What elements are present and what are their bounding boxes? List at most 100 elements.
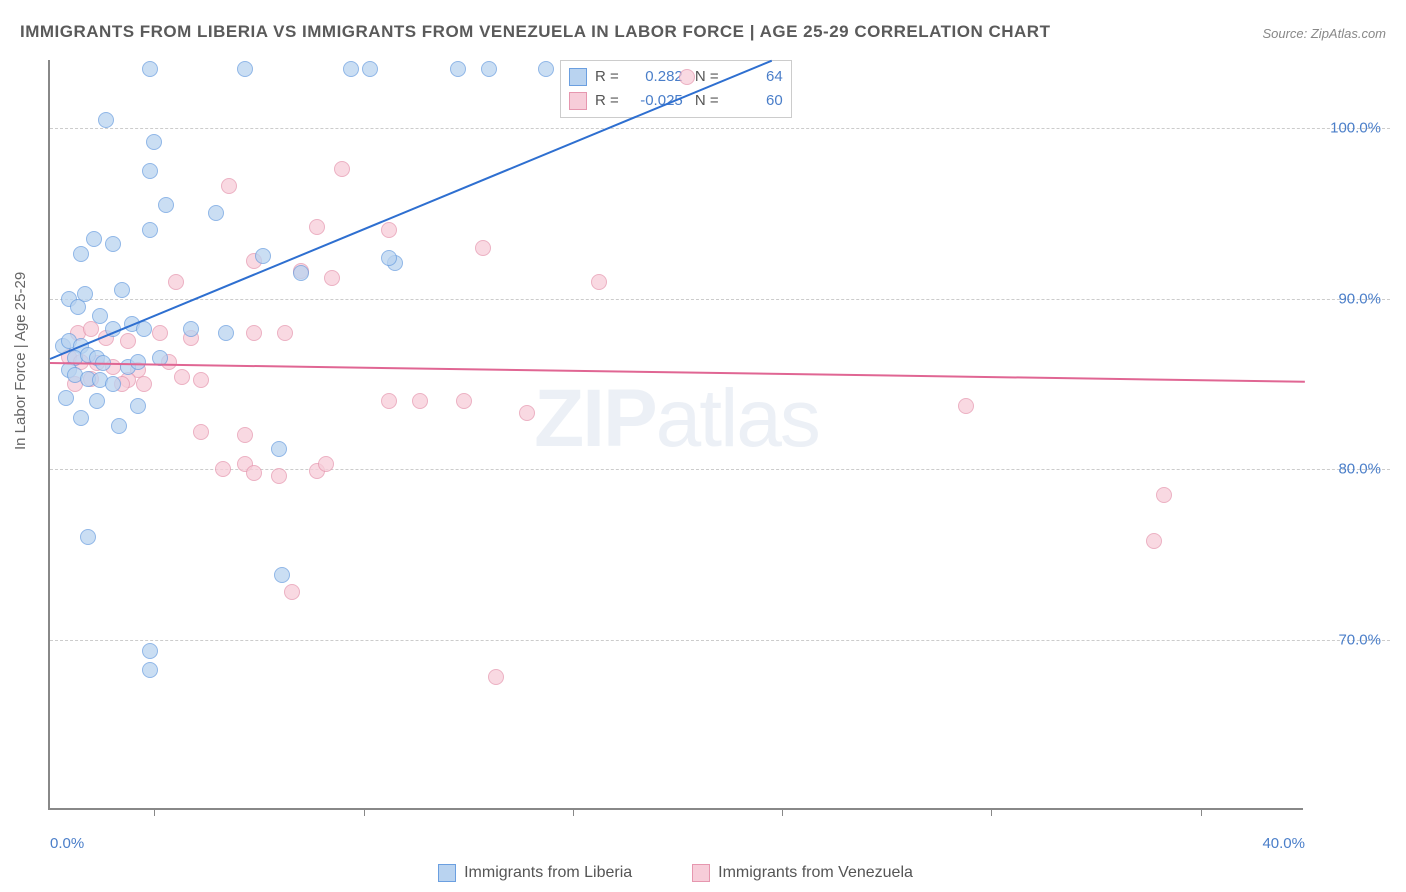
data-point [136,321,152,337]
data-point [130,354,146,370]
data-point [168,274,184,290]
data-point [174,369,190,385]
data-point [130,398,146,414]
plot-region: ZIPatlas R = 0.282 N = 64 R = -0.025 N =… [48,60,1303,810]
data-point [152,325,168,341]
legend: Immigrants from Liberia Immigrants from … [48,864,1303,882]
data-point [193,372,209,388]
data-point [83,321,99,337]
data-point [343,61,359,77]
x-tick [154,808,155,816]
data-point [237,61,253,77]
correlation-stats-box: R = 0.282 N = 64 R = -0.025 N = 60 [560,60,792,118]
y-tick-label: 90.0% [1338,290,1381,307]
y-tick-label: 70.0% [1338,631,1381,648]
data-point [77,286,93,302]
data-point [86,231,102,247]
legend-item: Immigrants from Venezuela [692,864,913,882]
data-point [111,418,127,434]
data-point [73,246,89,262]
data-point [362,61,378,77]
data-point [98,112,114,128]
data-point [158,197,174,213]
n-value: 60 [727,89,783,113]
data-point [274,567,290,583]
data-point [58,390,74,406]
series-swatch [569,68,587,86]
data-point [381,222,397,238]
data-point [1156,487,1172,503]
x-tick [573,808,574,816]
data-point [277,325,293,341]
data-point [324,270,340,286]
chart-title: IMMIGRANTS FROM LIBERIA VS IMMIGRANTS FR… [20,22,1050,42]
data-point [120,333,136,349]
chart-area: ZIPatlas R = 0.282 N = 64 R = -0.025 N =… [48,60,1388,810]
data-point [456,393,472,409]
data-point [142,61,158,77]
data-point [73,410,89,426]
data-point [271,468,287,484]
y-tick-label: 80.0% [1338,461,1381,478]
data-point [255,248,271,264]
legend-item: Immigrants from Liberia [438,864,632,882]
data-point [142,662,158,678]
data-point [80,529,96,545]
data-point [246,465,262,481]
x-tick [1201,808,1202,816]
data-point [293,265,309,281]
data-point [591,274,607,290]
data-point [450,61,466,77]
y-axis-label: In Labor Force | Age 25-29 [12,272,29,450]
r-label: R = [595,89,619,113]
r-value: 0.282 [627,65,683,89]
trend-line [50,60,772,360]
legend-swatch [438,864,456,882]
data-point [142,643,158,659]
data-point [284,584,300,600]
data-point [89,393,105,409]
r-label: R = [595,65,619,89]
y-tick-label: 100.0% [1330,120,1381,137]
data-point [105,236,121,252]
data-point [309,219,325,235]
data-point [146,134,162,150]
data-point [114,282,130,298]
trend-line [50,362,1305,383]
x-tick-label: 40.0% [1262,835,1305,852]
data-point [381,250,397,266]
data-point [183,321,199,337]
data-point [92,308,108,324]
data-point [475,240,491,256]
gridline [50,640,1390,641]
data-point [215,461,231,477]
data-point [105,376,121,392]
gridline [50,128,1390,129]
data-point [318,456,334,472]
data-point [1146,533,1162,549]
data-point [221,178,237,194]
data-point [679,69,695,85]
legend-label: Immigrants from Venezuela [718,864,913,882]
x-tick [364,808,365,816]
data-point [412,393,428,409]
x-tick [991,808,992,816]
data-point [142,163,158,179]
data-point [142,222,158,238]
data-point [519,405,535,421]
data-point [237,427,253,443]
watermark: ZIPatlas [534,372,819,466]
x-tick [782,808,783,816]
data-point [271,441,287,457]
source-attribution: Source: ZipAtlas.com [1262,26,1386,41]
data-point [218,325,234,341]
data-point [381,393,397,409]
data-point [334,161,350,177]
gridline [50,299,1390,300]
series-swatch [569,92,587,110]
data-point [70,299,86,315]
data-point [538,61,554,77]
legend-swatch [692,864,710,882]
data-point [958,398,974,414]
data-point [136,376,152,392]
